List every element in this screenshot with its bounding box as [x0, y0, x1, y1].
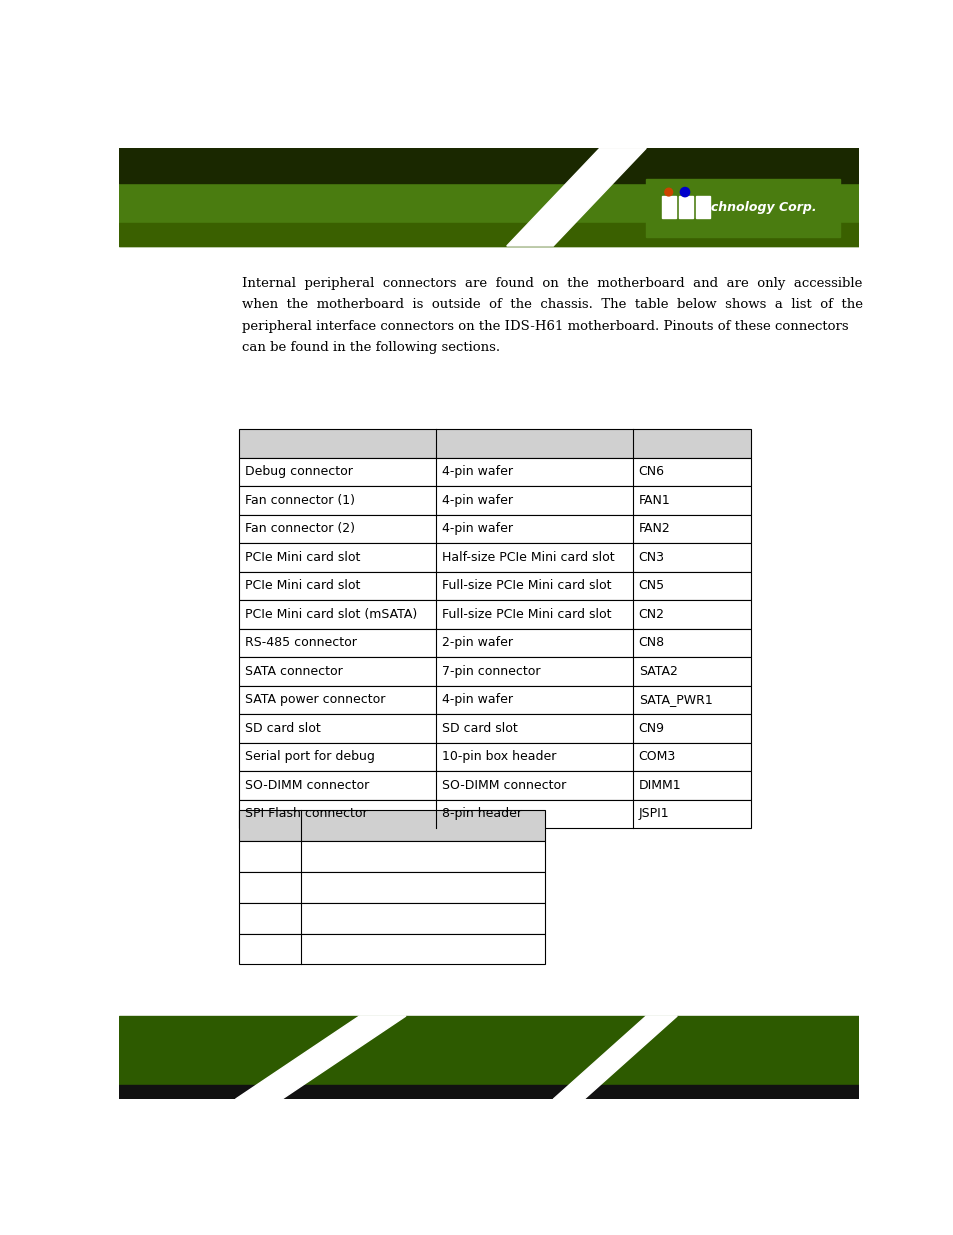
Bar: [239, 572, 750, 600]
Bar: [239, 771, 750, 799]
Text: CN9: CN9: [638, 722, 664, 735]
Bar: [239, 600, 750, 629]
Text: Fan connector (2): Fan connector (2): [245, 522, 355, 536]
Text: when  the  motherboard  is  outside  of  the  chassis.  The  table  below  shows: when the motherboard is outside of the c…: [241, 299, 862, 311]
Text: PCIe Mini card slot: PCIe Mini card slot: [245, 551, 360, 564]
Circle shape: [679, 188, 689, 196]
Text: SATA_PWR1: SATA_PWR1: [638, 693, 712, 706]
Text: SATA power connector: SATA power connector: [245, 693, 385, 706]
Text: 7-pin connector: 7-pin connector: [441, 664, 539, 678]
Text: JSPI1: JSPI1: [638, 808, 669, 820]
Bar: [239, 810, 545, 841]
Polygon shape: [235, 1016, 406, 1099]
Bar: [239, 629, 750, 657]
Bar: [695, 196, 709, 217]
Text: PCIe Mini card slot (mSATA): PCIe Mini card slot (mSATA): [245, 608, 416, 621]
Text: can be found in the following sections.: can be found in the following sections.: [241, 341, 499, 354]
Bar: [119, 148, 858, 246]
Text: SPI Flash connector: SPI Flash connector: [245, 808, 367, 820]
Text: RS-485 connector: RS-485 connector: [245, 636, 356, 650]
Bar: [239, 799, 750, 829]
Bar: [119, 1086, 858, 1099]
Text: Serial port for debug: Serial port for debug: [245, 751, 375, 763]
Bar: [239, 685, 750, 714]
Bar: [679, 196, 692, 217]
Bar: [239, 872, 545, 903]
Polygon shape: [553, 1016, 677, 1099]
Polygon shape: [506, 148, 645, 246]
Text: 4-pin wafer: 4-pin wafer: [441, 693, 512, 706]
Text: DIMM1: DIMM1: [638, 779, 680, 792]
Bar: [239, 742, 750, 771]
Text: SATA connector: SATA connector: [245, 664, 342, 678]
Bar: [239, 657, 750, 685]
Bar: [645, 179, 840, 237]
Bar: [239, 487, 750, 515]
Circle shape: [664, 188, 672, 196]
Text: SO-DIMM connector: SO-DIMM connector: [245, 779, 369, 792]
Text: 8-pin header: 8-pin header: [441, 808, 521, 820]
Bar: [239, 458, 750, 487]
Text: Fan connector (1): Fan connector (1): [245, 494, 355, 508]
Text: Debug connector: Debug connector: [245, 466, 353, 478]
Text: SATA2: SATA2: [638, 664, 677, 678]
Text: Internal  peripheral  connectors  are  found  on  the  motherboard  and  are  on: Internal peripheral connectors are found…: [241, 277, 862, 290]
Bar: [239, 543, 750, 572]
Text: CN3: CN3: [638, 551, 664, 564]
Bar: [239, 430, 750, 458]
Bar: [119, 1016, 858, 1099]
Text: CN5: CN5: [638, 579, 664, 593]
Bar: [119, 222, 858, 246]
Bar: [239, 841, 545, 872]
Bar: [239, 903, 545, 934]
Text: 4-pin wafer: 4-pin wafer: [441, 466, 512, 478]
Text: Full-size PCIe Mini card slot: Full-size PCIe Mini card slot: [441, 608, 611, 621]
Text: peripheral interface connectors on the IDS-H61 motherboard. Pinouts of these con: peripheral interface connectors on the I…: [241, 320, 847, 333]
Text: 4-pin wafer: 4-pin wafer: [441, 494, 512, 508]
Bar: [239, 934, 545, 965]
Text: FAN2: FAN2: [638, 522, 670, 536]
Text: FAN1: FAN1: [638, 494, 670, 508]
Text: Full-size PCIe Mini card slot: Full-size PCIe Mini card slot: [441, 579, 611, 593]
Text: 4-pin wafer: 4-pin wafer: [441, 522, 512, 536]
Bar: [239, 515, 750, 543]
Bar: [661, 196, 675, 217]
Text: CN8: CN8: [638, 636, 664, 650]
Text: Half-size PCIe Mini card slot: Half-size PCIe Mini card slot: [441, 551, 614, 564]
Bar: [119, 148, 858, 183]
Text: SD card slot: SD card slot: [441, 722, 517, 735]
Text: CN6: CN6: [638, 466, 664, 478]
Text: PCIe Mini card slot: PCIe Mini card slot: [245, 579, 360, 593]
Text: COM3: COM3: [638, 751, 675, 763]
Text: 2-pin wafer: 2-pin wafer: [441, 636, 512, 650]
Text: 10-pin box header: 10-pin box header: [441, 751, 556, 763]
Bar: [239, 714, 750, 742]
Text: SO-DIMM connector: SO-DIMM connector: [441, 779, 565, 792]
Text: SD card slot: SD card slot: [245, 722, 320, 735]
Text: CN2: CN2: [638, 608, 664, 621]
Text: ®Technology Corp.: ®Technology Corp.: [682, 201, 816, 214]
